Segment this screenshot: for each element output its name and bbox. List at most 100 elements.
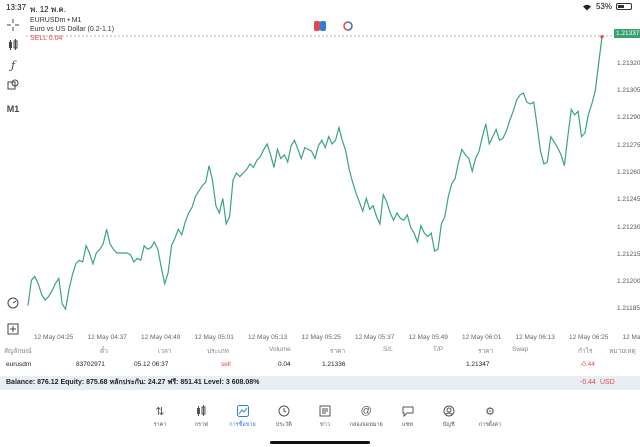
trade-table-header: สัญลักษณ์ ตั๋ว เวลา ประเภท Volume ราคา S/L T/P ร… — [0, 346, 640, 358]
nav-news[interactable]: ข่าว — [305, 404, 345, 438]
price-tick-label: 1.21245 — [617, 196, 640, 204]
column-header: Swap — [512, 346, 529, 353]
nav-chat[interactable]: แชท — [388, 404, 428, 438]
nav-label: บัญชี — [442, 422, 455, 428]
row-type: sell — [221, 361, 231, 368]
wifi-icon — [582, 4, 591, 10]
mail-icon: @ — [360, 405, 372, 417]
indicators-icon[interactable] — [4, 36, 22, 54]
nav-settings[interactable]: ⚙ การตั้งค่า — [470, 404, 510, 438]
row-price: 1.21347 — [466, 361, 490, 368]
nav-label: การซื้อขาย — [229, 422, 256, 428]
price-tick-label: 1.21230 — [617, 223, 640, 231]
row-time: 05.12 06:37 — [134, 361, 169, 368]
total-profit: -0.44 — [580, 379, 596, 386]
table-row[interactable]: eurusdm 83702971 05.12 06:37 sell 0.04 1… — [0, 361, 640, 373]
column-header: S/L — [383, 346, 393, 353]
time-tick-label: 12 May 06:25 — [569, 334, 609, 341]
nav-account[interactable]: บัญชี — [429, 404, 469, 438]
time-tick-label: 12 May 06:3 — [622, 334, 640, 341]
currency: USD — [600, 379, 615, 386]
timeframe-button[interactable]: M1 — [6, 104, 20, 114]
row-symbol: eurusdm — [6, 361, 32, 368]
price-tick-label: 1.21260 — [617, 169, 640, 176]
column-header: Volume — [269, 346, 291, 353]
sell-label: SELL 0.04 — [30, 35, 63, 42]
symbol-title: EURUSDm • M1 — [30, 17, 82, 24]
chart-canvas — [26, 35, 614, 311]
column-header: ราคา — [478, 348, 494, 355]
time-tick-label: 12 May 04:37 — [87, 334, 127, 341]
trade-chart-icon — [236, 404, 250, 418]
signal-icon[interactable] — [342, 18, 354, 31]
last-price-marker — [600, 35, 604, 39]
history-icon — [277, 404, 291, 418]
nav-label: ประวัติ — [275, 422, 292, 428]
balance-bar: Balance: 876.12 Equity: 875.68 หลักประกั… — [0, 376, 640, 390]
nav-label: ราคา — [153, 422, 167, 428]
news-icon — [318, 404, 332, 418]
time-tick-label: 12 May 05:49 — [408, 334, 448, 341]
nav-mailbox[interactable]: @ กล่องจดหมาย — [346, 404, 386, 438]
status-time: 13:37 — [6, 3, 27, 12]
row-ticket: 83702971 — [76, 361, 105, 368]
account-icon — [442, 404, 456, 418]
nav-chart[interactable]: กราฟ — [181, 404, 221, 438]
current-price-label: 1.21337 — [614, 28, 640, 38]
column-header: ประเภท — [207, 348, 229, 355]
nav-trade[interactable]: การซื้อขาย — [223, 404, 263, 438]
nav-label: ข่าว — [320, 422, 330, 428]
crosshair-icon[interactable] — [4, 16, 22, 34]
price-tick-label: 1.21320 — [617, 59, 640, 67]
time-tick-label: 12 May 06:13 — [515, 334, 555, 341]
column-header: T/P — [433, 346, 444, 353]
symbol-description: Euro vs US Dollar (0.2-1.1) — [30, 26, 115, 33]
one-click-trading-icon[interactable] — [314, 18, 326, 31]
column-header: เวลา — [158, 348, 172, 355]
row-open-price: 1.21336 — [322, 361, 346, 368]
speedometer-icon[interactable] — [4, 294, 22, 312]
balance-text: Balance: 876.12 Equity: 875.68 หลักประกั… — [6, 379, 260, 386]
row-profit: -0.44 — [580, 361, 595, 368]
time-tick-label: 12 May 05:25 — [301, 334, 341, 341]
price-line — [27, 36, 603, 311]
home-indicator — [270, 441, 370, 444]
time-tick-label: 12 May 04:25 — [34, 334, 74, 341]
nav-history[interactable]: ประวัติ — [264, 404, 304, 438]
price-chart[interactable] — [26, 14, 614, 332]
price-axis: 1.21320 1.21305 1.21290 1.21275 1.21260 1.212… — [614, 14, 640, 332]
time-tick-label: 12 May 05:01 — [194, 334, 234, 341]
gear-icon: ⚙ — [485, 405, 495, 418]
column-header: สัญลักษณ์ — [4, 348, 32, 355]
nav-label: กราฟ — [194, 422, 208, 428]
nav-label: การตั้งค่า — [478, 422, 502, 428]
price-tick-label: 1.21290 — [617, 114, 640, 122]
time-tick-label: 12 May 05:13 — [248, 334, 288, 341]
status-right: 53% — [582, 2, 632, 11]
battery-icon — [616, 3, 632, 10]
objects-icon[interactable] — [4, 76, 22, 94]
row-volume: 0.04 — [278, 361, 291, 368]
chart-toolbar: ƒ M1 — [0, 14, 26, 344]
chat-icon — [401, 404, 415, 418]
chart-top-icons — [314, 18, 354, 31]
price-tick-label: 1.21275 — [617, 141, 640, 149]
nav-quotes[interactable]: ⇅ ราคา — [140, 404, 180, 438]
column-header: หมายเหตุ — [609, 348, 636, 355]
price-tick-label: 1.21305 — [617, 87, 640, 95]
battery-percent: 53% — [595, 2, 612, 11]
column-header: ราคา — [330, 348, 346, 355]
symbol-info: EURUSDm • M1 Euro vs US Dollar (0.2-1.1)… — [30, 16, 114, 43]
add-icon[interactable] — [4, 320, 22, 338]
status-date: พ. 12 พ.ค. — [30, 5, 66, 14]
function-icon[interactable]: ƒ — [10, 58, 16, 72]
column-header: ตั๋ว — [100, 348, 108, 355]
nav-label: แชท — [402, 422, 413, 428]
time-tick-label: 12 May 04:49 — [141, 334, 181, 341]
price-tick-label: 1.21185 — [617, 305, 640, 313]
time-tick-label: 12 May 06:01 — [462, 334, 502, 341]
candlestick-icon — [194, 404, 208, 418]
nav-label: กล่องจดหมาย — [349, 422, 383, 428]
swap-icon: ⇅ — [155, 405, 165, 418]
price-tick-label: 1.21200 — [617, 278, 640, 286]
